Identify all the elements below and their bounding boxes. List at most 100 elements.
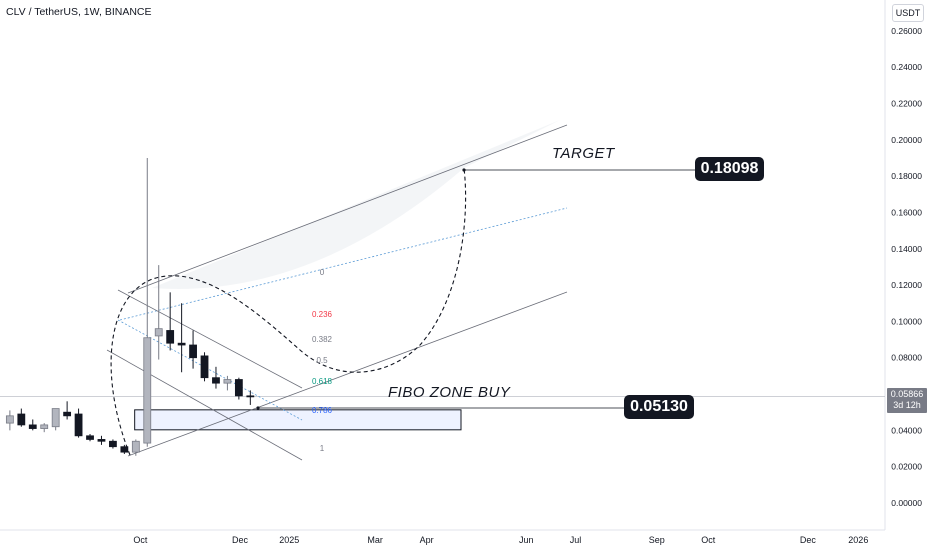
- price-tick-label: 0.10000: [891, 316, 922, 326]
- candle: [17, 408, 26, 427]
- candle-body: [200, 355, 209, 379]
- time-tick-label: Dec: [232, 535, 249, 545]
- bar-countdown: 3d 12h: [893, 400, 921, 410]
- buy-price-callout[interactable]: 0.05130: [624, 395, 694, 419]
- candle: [28, 419, 37, 431]
- candle-body: [223, 379, 232, 384]
- candle: [166, 292, 175, 351]
- candle: [51, 408, 60, 431]
- price-tick-label: 0.24000: [891, 62, 922, 72]
- fib-level-label: 0.786: [312, 406, 333, 415]
- candle: [177, 303, 186, 373]
- price-tick-label: 0.00000: [891, 498, 922, 508]
- fib-upper-line: [117, 289, 303, 389]
- time-tick-label: Jun: [519, 535, 534, 545]
- candle-body: [40, 424, 49, 429]
- fib-level-label: 0: [320, 268, 325, 277]
- candle: [120, 444, 129, 454]
- price-axis[interactable]: 0.26000 0.24000 0.22000 0.20000 0.18000 0.160…: [891, 26, 922, 508]
- fib-lower-line: [106, 349, 303, 461]
- candle-body: [63, 411, 72, 417]
- candle-body: [166, 330, 175, 344]
- candle: [143, 157, 152, 447]
- candle: [109, 439, 117, 449]
- candle-body: [97, 439, 106, 442]
- buy-zone-note: FIBO ZONE BUY: [388, 384, 511, 401]
- chart-title: CLV / TetherUS, 1W, BINANCE: [6, 6, 152, 18]
- channel-mid-line: [119, 207, 568, 321]
- target-note: TARGET: [552, 145, 615, 162]
- candle-body: [51, 408, 60, 428]
- time-tick-label: Oct: [133, 535, 148, 545]
- candle-body: [120, 446, 129, 453]
- fib-level-label: 1: [320, 444, 325, 453]
- candle: [234, 377, 243, 400]
- time-tick-label: Dec: [800, 535, 817, 545]
- candle-body: [86, 435, 94, 440]
- fib-level-label: 0.236: [312, 310, 333, 319]
- fib-level-label: 0.382: [312, 335, 333, 344]
- candle-body: [109, 440, 117, 448]
- candle: [97, 435, 106, 445]
- price-tick-label: 0.08000: [891, 353, 922, 363]
- candlestick-series: [5, 157, 255, 456]
- candle: [131, 439, 140, 456]
- fib-mid-line: [117, 319, 303, 421]
- price-tick-label: 0.16000: [891, 207, 922, 217]
- price-tick-label: 0.20000: [891, 135, 922, 145]
- fib-level-label: 0.5: [316, 356, 328, 365]
- candle: [246, 390, 255, 405]
- price-tick-label: 0.22000: [891, 98, 922, 108]
- projection-shade: [152, 120, 560, 289]
- time-tick-label: Mar: [367, 535, 383, 545]
- candle-body: [234, 379, 243, 397]
- candle-body: [154, 328, 163, 337]
- currency-button[interactable]: USDT: [892, 4, 924, 22]
- candle-body: [74, 413, 83, 437]
- channel-upper-line: [127, 124, 568, 294]
- candle: [86, 433, 94, 442]
- candle-body: [5, 415, 14, 424]
- candle: [5, 410, 14, 431]
- candle: [63, 401, 72, 420]
- fib-level-label: 0.618: [312, 377, 333, 386]
- fib-buy-zone: [134, 409, 462, 431]
- time-tick-label: 2025: [279, 535, 299, 545]
- candle-body: [131, 440, 140, 453]
- candle: [223, 375, 232, 391]
- price-tick-label: 0.12000: [891, 280, 922, 290]
- target-price-callout[interactable]: 0.18098: [695, 157, 764, 181]
- price-tick-label: 0.14000: [891, 244, 922, 254]
- channel-lower-line: [127, 291, 568, 457]
- candle: [40, 423, 49, 433]
- buy-zone-rect: [134, 409, 462, 431]
- candle: [212, 366, 220, 389]
- candle: [74, 408, 83, 438]
- candle-body: [17, 413, 26, 426]
- candle-body: [246, 395, 255, 398]
- time-tick-label: Oct: [701, 535, 716, 545]
- trend-drawings: [106, 120, 695, 461]
- candle-body: [212, 377, 220, 384]
- candle-body: [28, 424, 37, 429]
- last-price-badge: 0.05866 3d 12h: [887, 388, 927, 413]
- price-tick-label: 0.18000: [891, 171, 922, 181]
- time-tick-label: Apr: [420, 535, 434, 545]
- target-point: [462, 168, 466, 172]
- candle: [200, 352, 209, 382]
- candle-body: [189, 344, 197, 359]
- projected-path: [110, 167, 467, 456]
- candle: [189, 330, 197, 369]
- time-tick-label: 2026: [848, 535, 868, 545]
- candle-body: [143, 337, 152, 444]
- time-tick-label: Jul: [570, 535, 582, 545]
- candle-body: [177, 342, 186, 346]
- time-axis[interactable]: Oct Dec 2025 Mar Apr Jun Jul Sep Oct Dec 2026: [133, 535, 868, 545]
- price-tick-label: 0.26000: [891, 26, 922, 36]
- price-tick-label: 0.02000: [891, 462, 922, 472]
- price-tick-label: 0.04000: [891, 425, 922, 435]
- buy-point: [256, 406, 260, 410]
- last-price-value: 0.05866: [890, 389, 924, 399]
- fib-level-labels: 0 0.236 0.382 0.5 0.618 0.786 1: [312, 268, 333, 453]
